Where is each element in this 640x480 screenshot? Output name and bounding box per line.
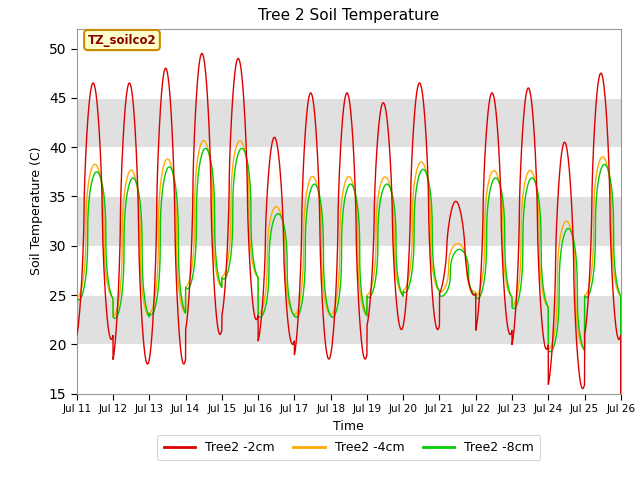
Bar — [77, 98, 621, 147]
Tree2 -8cm — [258, 313, 266, 319]
Tree2 -8cm — [330, 313, 338, 319]
Tree2 -8cm — [202, 145, 209, 151]
Tree2 -4cm — [73, 295, 81, 300]
Title: Tree 2 Soil Temperature: Tree 2 Soil Temperature — [258, 9, 440, 24]
Tree2 -2cm — [73, 332, 81, 338]
Tree2 -4cm — [594, 164, 602, 169]
Legend: Tree2 -2cm, Tree2 -4cm, Tree2 -8cm: Tree2 -2cm, Tree2 -4cm, Tree2 -8cm — [157, 435, 540, 460]
Tree2 -4cm — [258, 307, 266, 313]
Tree2 -4cm — [470, 289, 478, 295]
Tree2 -8cm — [588, 284, 595, 290]
X-axis label: Time: Time — [333, 420, 364, 432]
Tree2 -8cm — [470, 292, 478, 298]
Tree2 -4cm — [330, 306, 338, 312]
Line: Tree2 -8cm: Tree2 -8cm — [77, 148, 621, 480]
Tree2 -2cm — [588, 230, 595, 236]
Tree2 -4cm — [200, 138, 207, 144]
Line: Tree2 -4cm: Tree2 -4cm — [77, 141, 621, 480]
Y-axis label: Soil Temperature (C): Soil Temperature (C) — [30, 147, 44, 276]
Text: TZ_soilco2: TZ_soilco2 — [88, 34, 156, 47]
Bar — [77, 295, 621, 344]
Tree2 -2cm — [470, 292, 478, 298]
Tree2 -8cm — [594, 180, 602, 186]
Tree2 -4cm — [588, 271, 595, 276]
Tree2 -2cm — [198, 50, 206, 56]
Tree2 -2cm — [486, 96, 493, 102]
Bar — [77, 196, 621, 246]
Tree2 -8cm — [486, 189, 493, 194]
Line: Tree2 -2cm: Tree2 -2cm — [77, 53, 621, 480]
Tree2 -2cm — [258, 311, 266, 317]
Tree2 -2cm — [594, 81, 602, 87]
Tree2 -4cm — [486, 174, 493, 180]
Tree2 -8cm — [73, 296, 81, 301]
Tree2 -2cm — [330, 316, 338, 322]
